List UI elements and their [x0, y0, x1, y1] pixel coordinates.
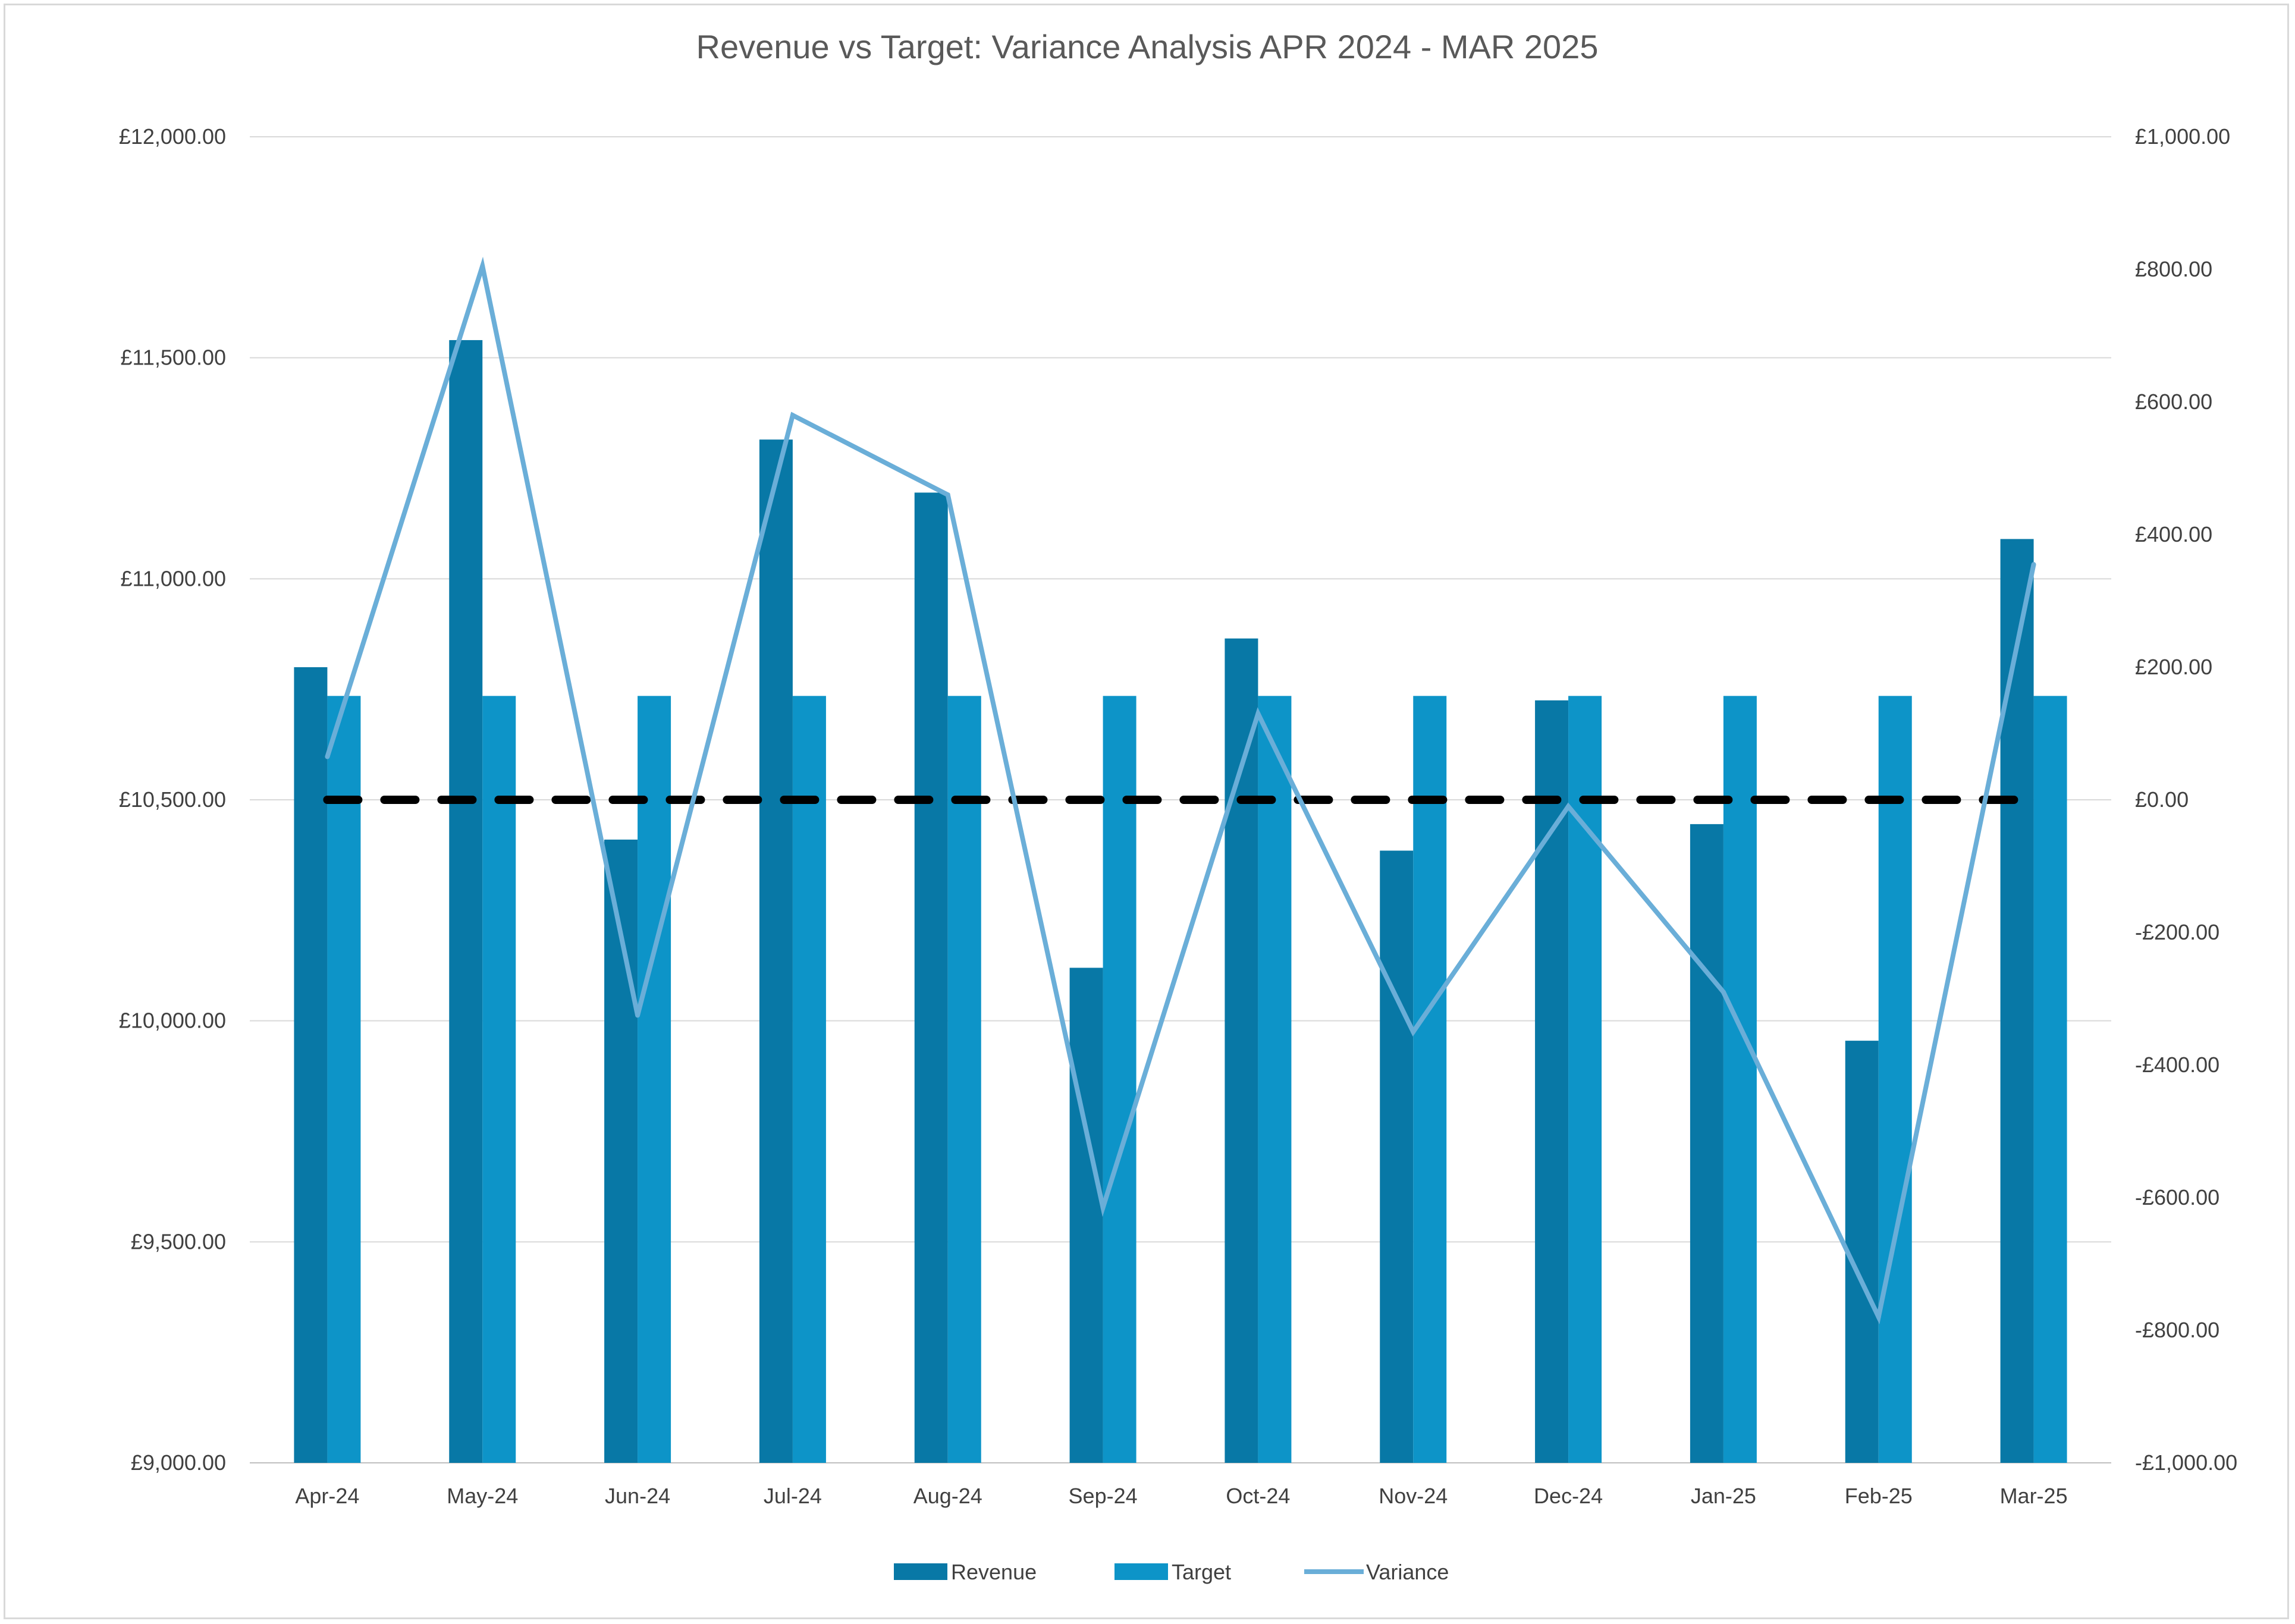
right-tick-label: -£200.00 [2135, 920, 2219, 944]
left-tick-label: £10,500.00 [119, 787, 226, 812]
x-tick-label: Oct-24 [1226, 1484, 1290, 1508]
target-bar-feb-25 [1878, 696, 1912, 1463]
target-bar-aug-24 [947, 696, 981, 1463]
target-bar-jan-25 [1723, 696, 1757, 1463]
bars [294, 340, 2067, 1463]
target-bar-nov-24 [1413, 696, 1447, 1463]
variance-point-jan-25 [1721, 990, 1726, 995]
gridlines [250, 136, 2111, 1463]
revenue-bar-feb-25 [1845, 1041, 1879, 1463]
x-tick-label: Sep-24 [1069, 1484, 1138, 1508]
revenue-bar-aug-24 [914, 492, 948, 1463]
x-tick-label: Jan-25 [1691, 1484, 1756, 1508]
target-bar-may-24 [482, 696, 516, 1463]
right-tick-label: £400.00 [2135, 522, 2212, 546]
right-tick-label: £0.00 [2135, 787, 2189, 812]
revenue-bar-sep-24 [1069, 968, 1103, 1463]
variance-point-dec-24 [1566, 804, 1571, 809]
revenue-bar-oct-24 [1225, 638, 1258, 1463]
left-tick-label: £9,000.00 [131, 1450, 226, 1475]
right-tick-label: £800.00 [2135, 257, 2212, 281]
variance-point-nov-24 [1411, 1029, 1416, 1035]
legend: Revenue Target Variance [894, 1560, 1449, 1584]
legend-swatch-target [1114, 1563, 1168, 1580]
x-tick-label: Apr-24 [295, 1484, 359, 1508]
variance-point-apr-24 [325, 754, 330, 759]
x-tick-label: Nov-24 [1379, 1484, 1448, 1508]
x-tick-label: Jun-24 [605, 1484, 670, 1508]
target-bar-oct-24 [1258, 696, 1292, 1463]
left-tick-label: £9,500.00 [131, 1229, 226, 1254]
variance-point-sep-24 [1100, 1205, 1106, 1210]
left-tick-label: £11,000.00 [120, 566, 226, 590]
right-tick-label: -£1,000.00 [2135, 1450, 2237, 1475]
variance-point-oct-24 [1255, 711, 1261, 717]
variance-point-mar-25 [2031, 562, 2036, 567]
legend-label: Variance [1366, 1560, 1449, 1584]
x-tick-label: May-24 [447, 1484, 518, 1508]
target-bar-sep-24 [1103, 696, 1136, 1463]
x-tick-label: Feb-25 [1845, 1484, 1913, 1508]
target-bar-mar-25 [2033, 696, 2067, 1463]
right-axis-ticks: -£1,000.00 -£800.00 -£600.00 -£400.00 -£200.… [2135, 124, 2237, 1475]
legend-swatch-revenue [894, 1563, 947, 1580]
x-tick-label: Mar-25 [2000, 1484, 2068, 1508]
right-tick-label: £1,000.00 [2135, 124, 2230, 149]
left-tick-label: £11,500.00 [120, 345, 226, 370]
variance-point-jul-24 [790, 413, 795, 418]
target-bar-jul-24 [792, 696, 826, 1463]
variance-line-group [325, 256, 2036, 1325]
variance-point-jun-24 [635, 1013, 641, 1018]
left-tick-label: £12,000.00 [119, 124, 226, 149]
revenue-bar-apr-24 [294, 667, 328, 1463]
x-tick-label: Jul-24 [764, 1484, 822, 1508]
variance-point-aug-24 [945, 492, 950, 498]
left-axis-ticks: £9,000.00 £9,500.00 £10,000.00 £10,500.00 £1… [119, 124, 226, 1475]
variance-point-may-24 [480, 263, 485, 269]
x-axis-ticks: Apr-24 May-24 Jun-24 Jul-24 Aug-24 Sep-24 Oct-… [295, 1484, 2067, 1508]
left-tick-label: £10,000.00 [119, 1009, 226, 1033]
right-tick-label: -£800.00 [2135, 1318, 2219, 1342]
chart-title: Revenue vs Target: Variance Analysis APR… [696, 28, 1599, 65]
variance-line [325, 256, 2036, 1325]
target-bar-apr-24 [327, 696, 361, 1463]
legend-label: Target [1172, 1560, 1231, 1584]
target-bar-jun-24 [638, 696, 671, 1463]
revenue-bar-may-24 [449, 340, 483, 1463]
revenue-bar-jan-25 [1690, 824, 1723, 1463]
revenue-bar-mar-25 [2000, 539, 2034, 1463]
x-tick-label: Dec-24 [1534, 1484, 1603, 1508]
right-tick-label: £200.00 [2135, 655, 2212, 679]
revenue-bar-nov-24 [1380, 850, 1414, 1463]
right-tick-label: £600.00 [2135, 389, 2212, 414]
right-tick-label: -£600.00 [2135, 1185, 2219, 1210]
legend-label: Revenue [951, 1560, 1037, 1584]
variance-point-feb-25 [1876, 1314, 1881, 1320]
right-tick-label: -£400.00 [2135, 1053, 2219, 1077]
revenue-bar-jul-24 [759, 439, 793, 1463]
x-tick-label: Aug-24 [913, 1484, 982, 1508]
